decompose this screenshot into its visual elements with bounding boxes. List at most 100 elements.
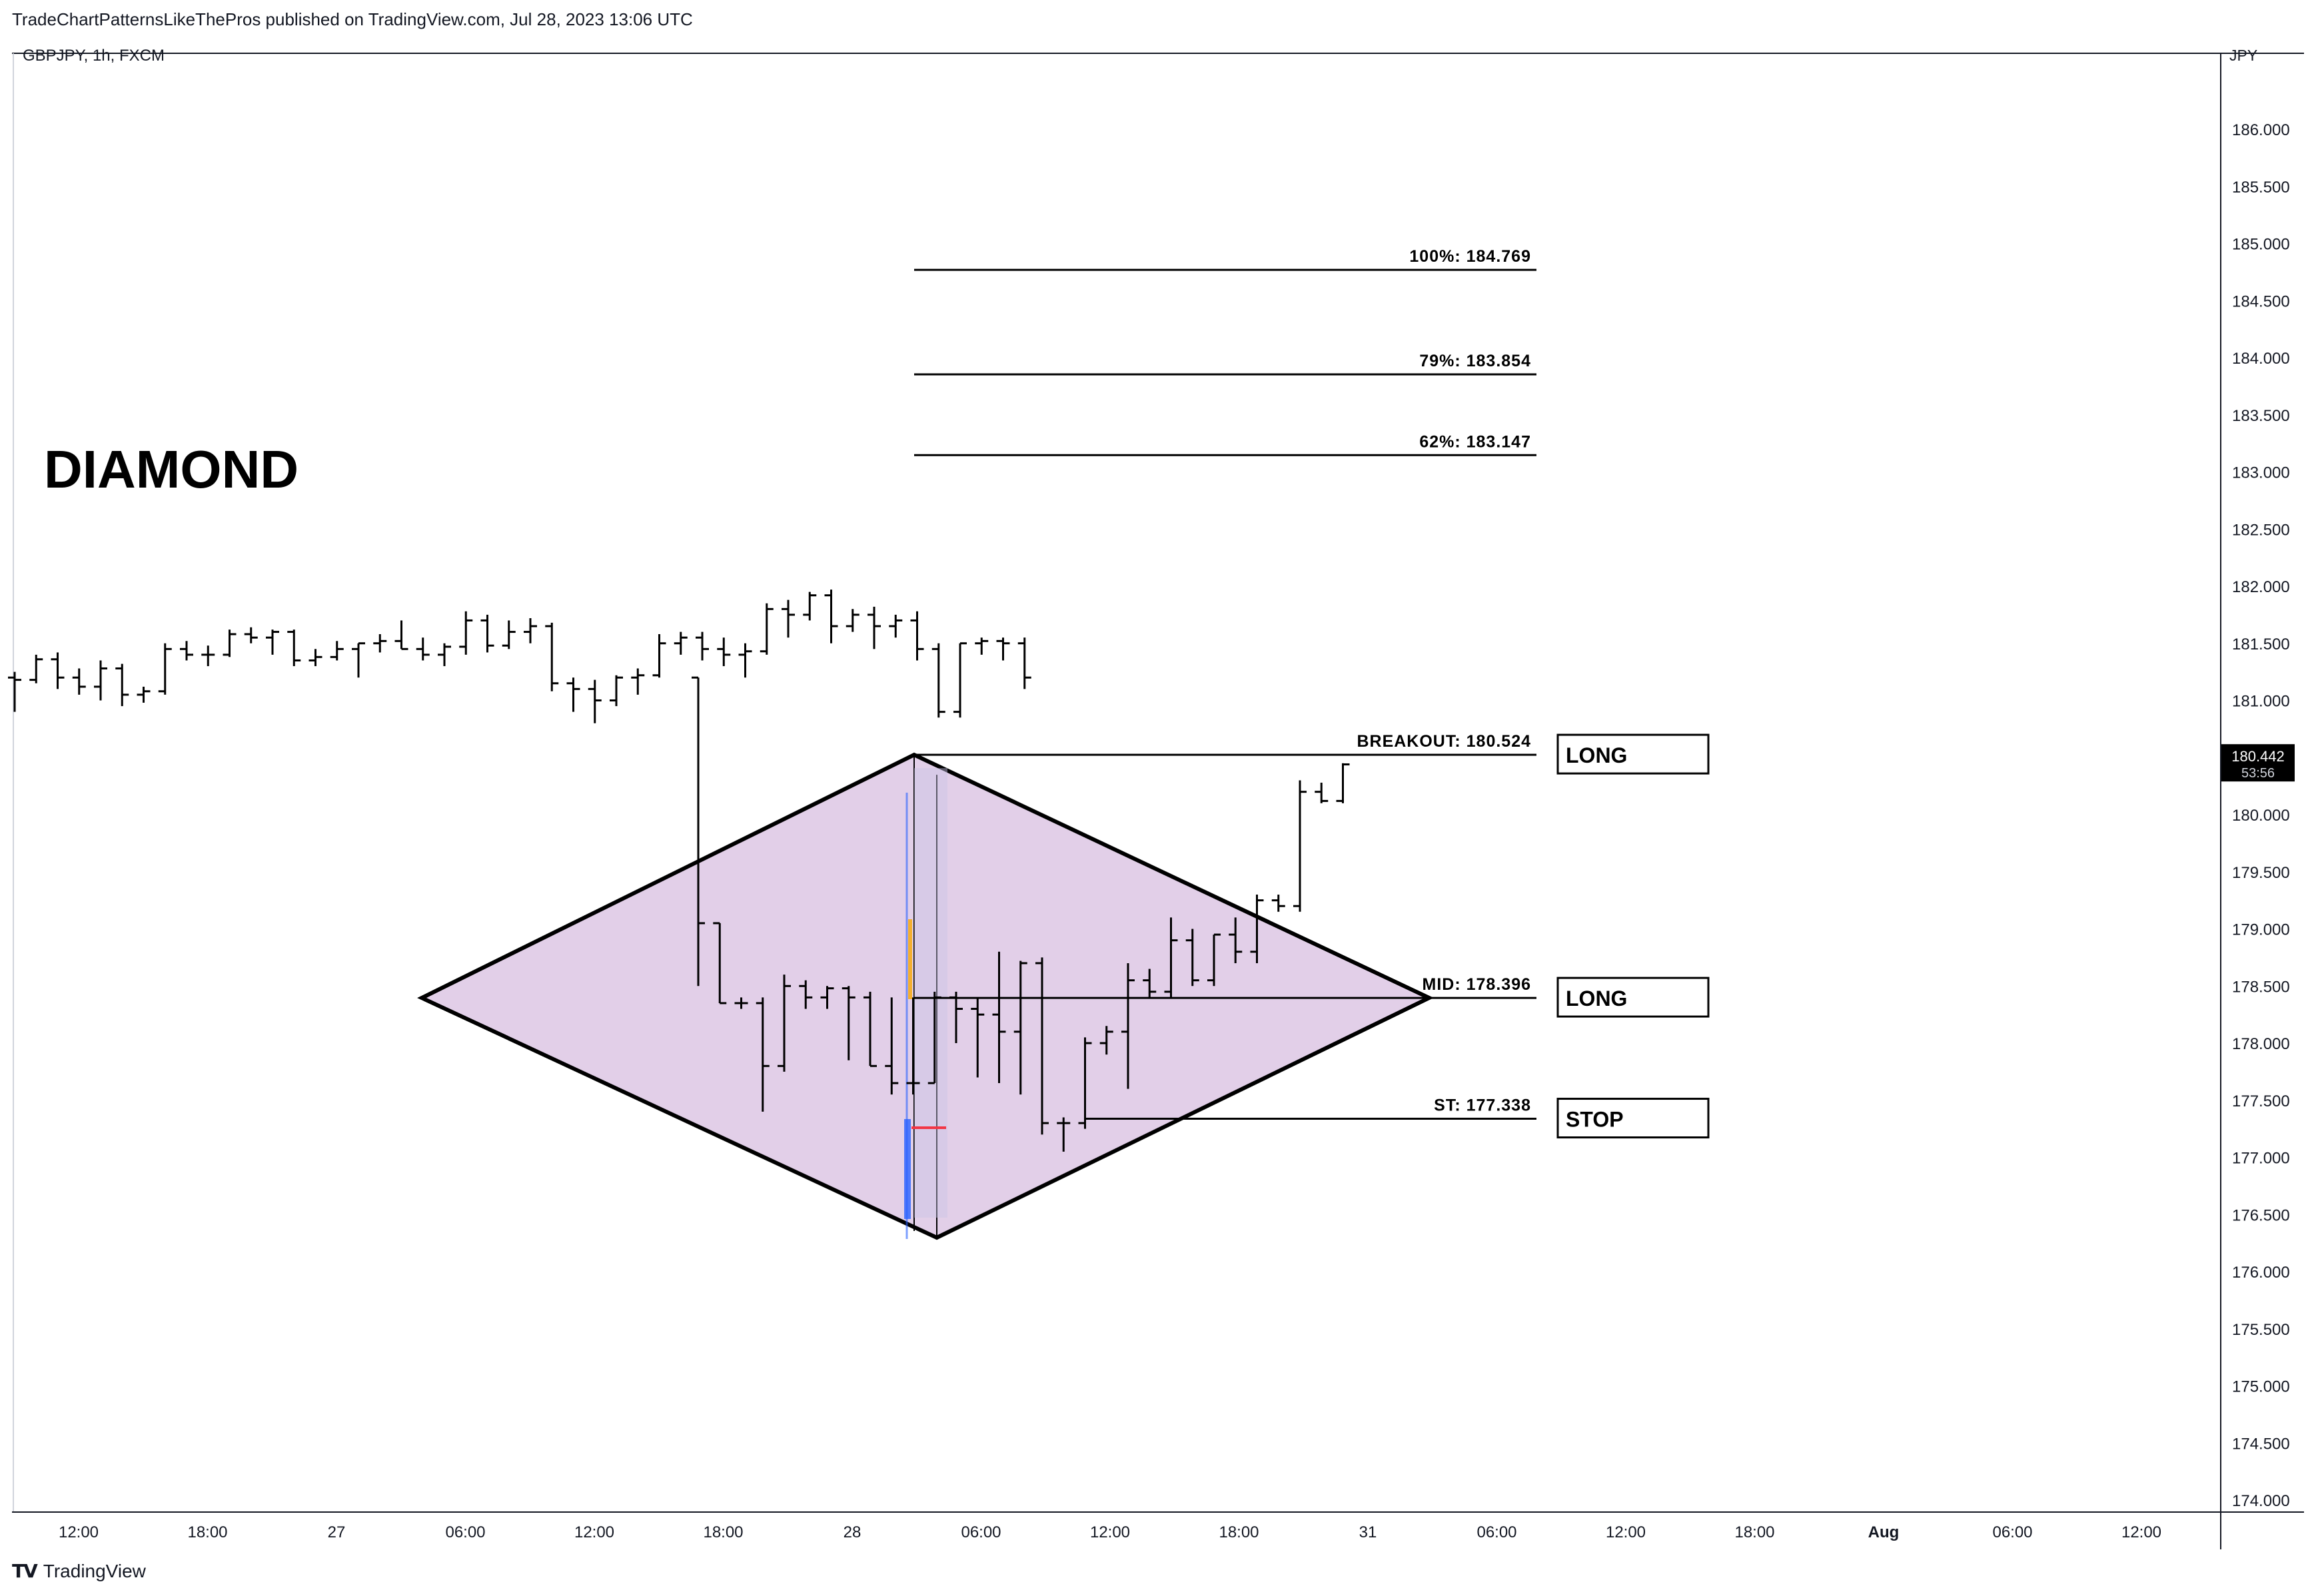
ohlc-bar xyxy=(480,614,494,653)
ohlc-bar xyxy=(1121,963,1135,1089)
price-tick-label: 179.500 xyxy=(2232,864,2290,882)
price-tick-label: 186.000 xyxy=(2232,121,2290,139)
price-tick-label: 174.000 xyxy=(2232,1492,2290,1510)
time-tick-label: 18:00 xyxy=(1734,1523,1774,1541)
signal-tag-box xyxy=(1556,977,1710,1018)
ohlc-bar xyxy=(953,642,967,718)
level-label: MID: 178.396 xyxy=(1423,975,1531,994)
ohlc-bar xyxy=(842,986,856,1060)
currency-label[interactable]: JPY xyxy=(2223,45,2265,66)
ohlc-bar xyxy=(760,603,774,655)
time-tick-label: 06:00 xyxy=(961,1523,1001,1541)
price-tick-label: 175.000 xyxy=(2232,1378,2290,1396)
footer: TV TradingView xyxy=(12,1560,146,1582)
price-tick-label: 176.500 xyxy=(2232,1206,2290,1224)
ohlc-bar xyxy=(738,643,752,678)
signal-tag-text: STOP xyxy=(1566,1108,1624,1132)
signal-tag[interactable]: LONG xyxy=(1556,977,1710,1018)
ohlc-bar xyxy=(1185,929,1199,987)
ohlc-bar xyxy=(394,620,408,650)
volume-profile-block xyxy=(904,1119,911,1219)
time-tick-label: Aug xyxy=(1868,1523,1900,1541)
ohlc-bar xyxy=(94,660,107,701)
ohlc-bar xyxy=(824,590,838,643)
ohlc-bar xyxy=(1164,917,1178,998)
ohlc-bar xyxy=(545,622,559,691)
time-tick-label: 18:00 xyxy=(1219,1523,1259,1541)
time-tick-label: 18:00 xyxy=(187,1523,227,1541)
ohlc-bar xyxy=(975,637,989,655)
price-tick-label: 174.500 xyxy=(2232,1435,2290,1453)
price-tick-label: 183.500 xyxy=(2232,407,2290,425)
ohlc-bar xyxy=(1035,957,1049,1135)
signal-tag-box xyxy=(1556,733,1710,775)
signal-tag-text: LONG xyxy=(1566,743,1627,767)
price-tick-label: 181.500 xyxy=(2232,635,2290,653)
ohlc-bar xyxy=(885,997,899,1095)
ohlc-bar xyxy=(352,642,365,678)
ohlc-bar xyxy=(778,975,791,1072)
ohlc-bar xyxy=(330,641,344,661)
ohlc-bar xyxy=(115,663,129,707)
ohlc-bar xyxy=(1143,969,1157,998)
ohlc-bar xyxy=(674,631,688,655)
ohlc-bar xyxy=(566,677,580,712)
ohlc-bar xyxy=(992,951,1006,1084)
ohlc-bar xyxy=(1229,917,1243,963)
signal-tag-text: LONG xyxy=(1566,987,1627,1010)
price-tick-label: 177.000 xyxy=(2232,1150,2290,1168)
ohlc-bar xyxy=(459,611,473,655)
time-tick-label: 27 xyxy=(328,1523,346,1541)
time-tick-label: 12:00 xyxy=(1090,1523,1130,1541)
ohlc-bar xyxy=(846,609,860,632)
footer-brand: TradingView xyxy=(43,1560,146,1581)
ohlc-bar xyxy=(889,614,903,638)
ohlc-bar xyxy=(51,652,65,689)
ohlc-bar xyxy=(1271,895,1285,912)
ohlc-bar xyxy=(438,643,451,667)
ohlc-bar xyxy=(201,645,215,667)
price-tick-label: 175.500 xyxy=(2232,1321,2290,1339)
symbol-label: GBPJPY, 1h, FXCM xyxy=(23,47,165,65)
ohlc-bar xyxy=(868,606,881,649)
signal-tag[interactable]: STOP xyxy=(1556,1098,1710,1139)
ohlc-bar xyxy=(308,649,322,667)
ohlc-bar xyxy=(910,611,924,661)
level-label: BREAKOUT: 180.524 xyxy=(1357,732,1531,751)
tradingview-logo-icon[interactable]: TV xyxy=(12,1560,38,1582)
price-tick-label: 178.500 xyxy=(2232,978,2290,996)
ohlc-bar xyxy=(803,592,817,621)
ohlc-bar xyxy=(1099,1026,1113,1055)
level-label: 62%: 183.147 xyxy=(1419,432,1531,451)
ohlc-bar xyxy=(266,629,279,655)
ohlc-bar xyxy=(799,980,813,1009)
ohlc-bar xyxy=(588,679,602,723)
ohlc-bar xyxy=(244,627,258,643)
time-tick-label: 12:00 xyxy=(59,1523,99,1541)
ohlc-bar xyxy=(416,637,430,661)
signal-tag[interactable]: LONG xyxy=(1556,733,1710,775)
ohlc-bar xyxy=(1315,782,1329,803)
ohlc-bar xyxy=(692,676,705,987)
pattern-title: DIAMOND xyxy=(44,440,298,499)
ohlc-bar xyxy=(223,629,237,657)
ohlc-bar xyxy=(1336,763,1350,803)
time-tick-label: 06:00 xyxy=(1476,1523,1516,1541)
ohlc-bar xyxy=(906,997,920,1095)
time-tick-label: 12:00 xyxy=(1606,1523,1646,1541)
ohlc-bar xyxy=(713,922,727,1004)
ohlc-bar xyxy=(610,675,623,707)
ohlc-bar xyxy=(287,629,301,667)
price-tick-label: 182.000 xyxy=(2232,578,2290,596)
ohlc-bar xyxy=(72,668,86,695)
ohlc-bar xyxy=(864,991,877,1067)
ohlc-bar xyxy=(1250,895,1264,963)
ohlc-bar xyxy=(8,671,21,712)
price-tick-label: 181.000 xyxy=(2232,693,2290,711)
current-price-countdown: 53:56 xyxy=(2241,766,2275,781)
time-tick-label: 12:00 xyxy=(574,1523,614,1541)
current-price-tag xyxy=(2221,744,2295,782)
price-tick-label: 185.000 xyxy=(2232,236,2290,254)
publish-info: TradeChartPatternsLikeThePros published … xyxy=(12,9,693,29)
